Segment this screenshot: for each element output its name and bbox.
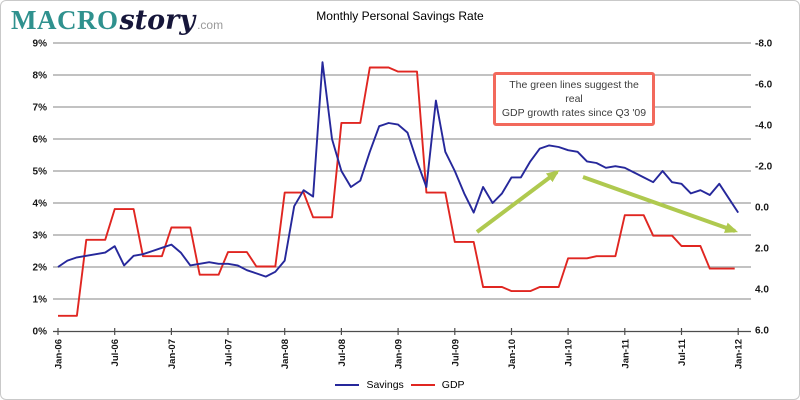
logo-tld-text: .com: [197, 18, 224, 32]
svg-text:5%: 5%: [33, 167, 48, 178]
x-axis-line-and-ticks: [53, 328, 751, 335]
chart-title: Monthly Personal Savings Rate: [316, 9, 484, 23]
svg-text:-6.0: -6.0: [755, 79, 773, 90]
svg-text:4.0: 4.0: [755, 285, 769, 296]
left-axis-labels: 0% 1% 2% 3% 4% 5% 6% 7% 8% 9%: [33, 39, 48, 338]
svg-text:Jan-11: Jan-11: [620, 338, 631, 368]
logo-story-text: story: [119, 5, 196, 36]
right-axis-labels: -8.0 -6.0 -4.0 -2.0 0.0 2.0 4.0 6.0: [755, 38, 773, 336]
savings-legend-line: [335, 384, 360, 386]
svg-text:8%: 8%: [33, 71, 48, 82]
macrostory-logo[interactable]: MACROstory .com: [11, 5, 223, 36]
svg-text:0.0: 0.0: [755, 203, 769, 214]
svg-text:1%: 1%: [33, 295, 48, 306]
svg-text:Jul-10: Jul-10: [564, 339, 575, 366]
svg-text:-8.0: -8.0: [755, 38, 773, 49]
svg-text:7%: 7%: [33, 103, 48, 114]
svg-text:Jan-06: Jan-06: [54, 339, 65, 369]
green-trend-arrows: [475, 170, 739, 234]
svg-text:6%: 6%: [33, 135, 48, 146]
gdp-series-line: [58, 66, 735, 317]
svg-text:6.0: 6.0: [755, 326, 769, 337]
logo-macro-text: MACRO: [11, 5, 119, 35]
annotation-line-2: GDP growth rates since Q3 '09: [501, 107, 647, 119]
svg-text:Jan-12: Jan-12: [734, 339, 745, 369]
savings-series-line: [57, 61, 739, 278]
annotation-box: The green lines suggest the real GDP gro…: [493, 72, 655, 126]
svg-text:2.0: 2.0: [755, 244, 769, 255]
svg-text:Jan-09: Jan-09: [394, 339, 405, 369]
svg-text:Jul-08: Jul-08: [337, 339, 348, 366]
svg-text:Jul-07: Jul-07: [224, 339, 235, 366]
svg-text:Jan-10: Jan-10: [507, 339, 518, 369]
svg-text:-2.0: -2.0: [755, 162, 773, 173]
svg-text:2%: 2%: [33, 263, 48, 274]
gdp-legend-line: [410, 384, 435, 386]
svg-text:0%: 0%: [33, 327, 48, 338]
savings-legend-label: Savings: [366, 379, 404, 391]
x-axis-labels: Jan-06 Jul-06 Jan-07 Jul-07 Jan-08 Jul-08 Jan-…: [54, 338, 745, 369]
svg-text:Jan-07: Jan-07: [167, 339, 178, 369]
annotation-line-1: The green lines suggest the real: [509, 79, 639, 105]
svg-text:3%: 3%: [33, 231, 48, 242]
svg-text:Jul-09: Jul-09: [450, 339, 461, 366]
svg-text:Jul-11: Jul-11: [677, 338, 688, 366]
svg-text:4%: 4%: [33, 199, 48, 210]
gdp-legend-label: GDP: [441, 379, 465, 391]
svg-text:9%: 9%: [33, 39, 48, 50]
svg-text:Jan-08: Jan-08: [280, 339, 291, 369]
svg-text:Jul-06: Jul-06: [110, 339, 121, 366]
chart-legend: Savings GDP: [1, 379, 799, 391]
svg-text:-4.0: -4.0: [755, 120, 773, 131]
